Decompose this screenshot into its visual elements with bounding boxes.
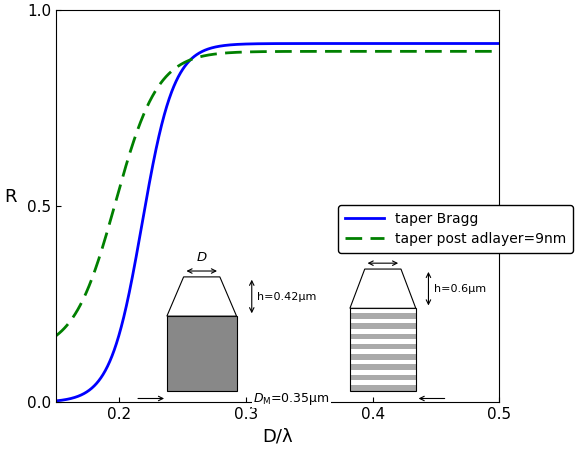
Text: h=0.42μm: h=0.42μm [257,292,316,302]
taper post adlayer=9nm [75,305,82,310]
taper Bragg [483,41,490,46]
Line: taper Bragg: taper Bragg [56,44,499,401]
taper post adlayer=9nm [401,49,408,54]
taper post adlayer=9nm [483,49,490,54]
Legend: taper Bragg, taper post adlayer=9nm: taper Bragg, taper post adlayer=9nm [338,205,573,253]
X-axis label: D/λ: D/λ [263,428,293,446]
taper post adlayer=9nm [256,49,263,54]
Bar [350,333,416,339]
Bar [350,308,416,391]
taper Bragg [256,41,263,46]
Polygon shape [350,269,416,308]
taper post adlayer=9nm [52,333,59,338]
Bar [350,323,416,329]
Y-axis label: R: R [4,188,17,206]
Bar [350,308,416,391]
Bar [350,364,416,370]
taper Bragg [52,398,59,404]
Bar [350,344,416,350]
Bar [350,354,416,360]
Text: h=0.6μm: h=0.6μm [434,284,486,294]
Text: $D$: $D$ [377,243,389,256]
Bar [350,313,416,319]
taper post adlayer=9nm [496,49,503,54]
Polygon shape [167,277,237,316]
taper post adlayer=9nm [483,49,490,54]
Line: taper post adlayer=9nm: taper post adlayer=9nm [56,51,499,336]
taper Bragg [496,41,503,46]
taper Bragg [401,41,408,46]
Bar [350,375,416,380]
Text: $D$: $D$ [196,251,207,264]
taper post adlayer=9nm [268,49,275,54]
Text: $D_{\rm M}$=0.35µm: $D_{\rm M}$=0.35µm [253,391,329,407]
Bar [350,385,416,391]
taper Bragg [75,393,82,399]
Bar [167,316,237,391]
taper Bragg [483,41,490,46]
taper Bragg [268,41,275,46]
